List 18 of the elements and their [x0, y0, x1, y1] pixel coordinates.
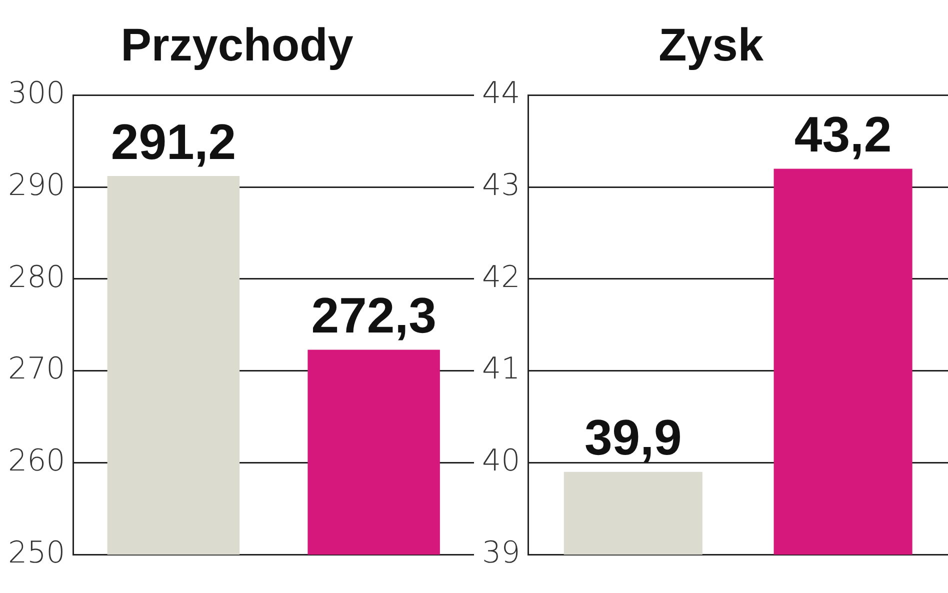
- chart-title: Przychody: [120, 18, 354, 70]
- y-tick-label: 44: [482, 76, 520, 111]
- y-tick-label: 42: [482, 260, 520, 295]
- y-tick-label: 39: [482, 535, 520, 570]
- y-tick-label: 300: [8, 76, 66, 111]
- data-label: 272,3: [311, 287, 436, 344]
- y-tick-label: 280: [8, 260, 66, 295]
- y-tick-label: 41: [482, 352, 520, 387]
- y-tick-label: 40: [482, 444, 520, 479]
- y-tick-label: 260: [8, 444, 66, 479]
- chart-title: Zysk: [658, 18, 764, 70]
- y-tick-label: 290: [8, 168, 66, 203]
- y-tick-label: 250: [8, 535, 66, 570]
- y-tick-label: 270: [8, 352, 66, 387]
- data-label: 43,2: [794, 106, 892, 162]
- data-label: 291,2: [110, 114, 236, 170]
- data-label: 39,9: [584, 410, 682, 466]
- y-tick-label: 43: [482, 168, 520, 203]
